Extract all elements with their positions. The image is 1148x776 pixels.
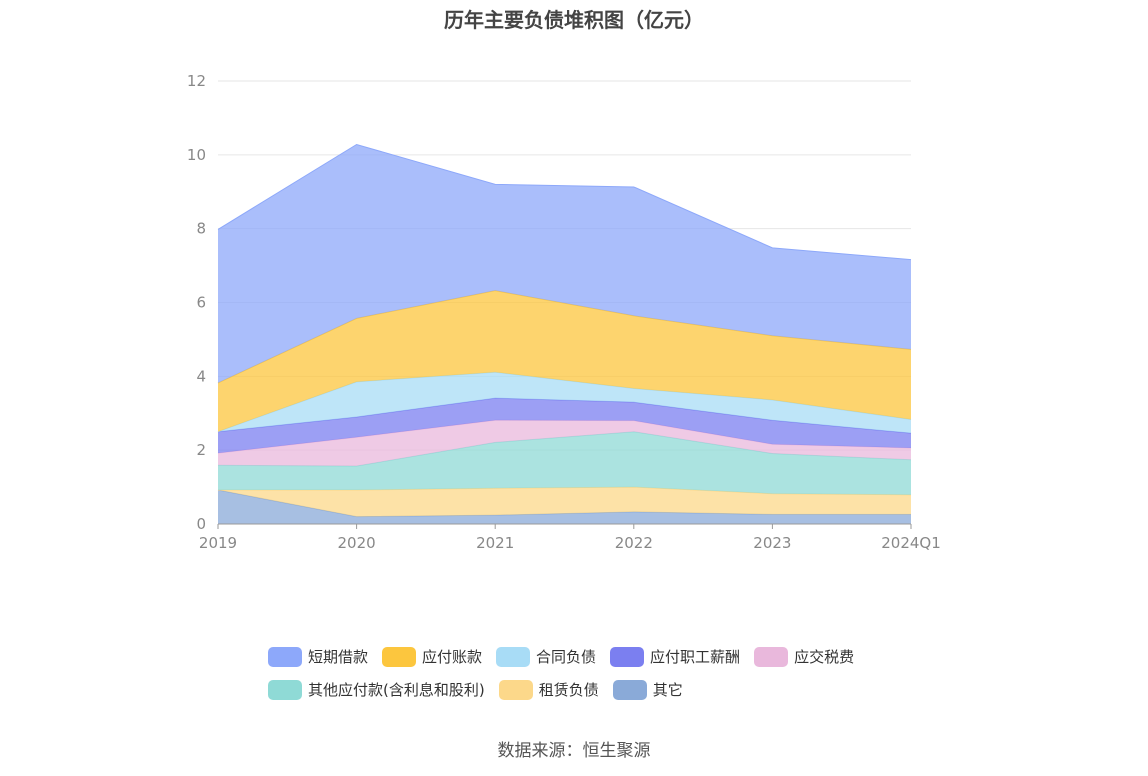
area-series-租赁负债 xyxy=(218,487,911,517)
area-series-其他应付款(含利息和股利) xyxy=(218,431,911,495)
x-tick-label: 2021 xyxy=(476,534,514,552)
area-series-应付账款 xyxy=(218,290,911,432)
area-series-合同负债 xyxy=(218,372,911,434)
legend-item[interactable]: 应付职工薪酬 xyxy=(610,646,740,667)
legend-item[interactable]: 合同负债 xyxy=(496,646,596,667)
area-series xyxy=(217,143,912,524)
y-tick-label: 12 xyxy=(187,72,206,90)
data-source-note: 数据来源：恒生聚源 xyxy=(497,741,651,761)
legend-label: 应交税费 xyxy=(794,648,855,666)
axes: 0 2 4 6 8 10 12 2019 2020 2021 2022 2023 2024Q1 xyxy=(187,72,941,552)
legend-label: 其他应付款(含利息和股利) xyxy=(308,681,485,699)
x-tick-label: 2023 xyxy=(753,534,791,552)
legend-item[interactable]: 其它 xyxy=(612,679,683,700)
legend-swatch xyxy=(496,646,531,667)
legend-swatch xyxy=(382,646,417,667)
area-series-应交税费 xyxy=(218,420,911,467)
y-tick-label: 6 xyxy=(196,294,206,312)
area-series-应付职工薪酬 xyxy=(218,398,911,454)
legend-swatch xyxy=(268,646,302,667)
legend-label: 应付职工薪酬 xyxy=(650,648,741,666)
chart-legend: 短期借款 应付账款 合同负债 应付职工薪酬 应交税费 其他应付款(含利息和股利) 租赁负债… xyxy=(268,640,928,706)
x-tick-label: 2020 xyxy=(338,534,376,552)
legend-item[interactable]: 应交税费 xyxy=(754,646,854,667)
legend-swatch xyxy=(612,679,647,700)
legend-label: 合同负债 xyxy=(536,648,597,666)
x-tick-label: 2019 xyxy=(199,534,237,552)
legend-label: 租赁负债 xyxy=(538,681,599,699)
legend-swatch xyxy=(268,679,302,700)
area-series-其它 xyxy=(218,490,911,524)
legend-swatch xyxy=(498,679,533,700)
legend-label: 短期借款 xyxy=(308,648,369,666)
legend-label: 其它 xyxy=(652,681,683,699)
legend-row: 其他应付款(含利息和股利) 租赁负债 其它 xyxy=(268,673,928,706)
legend-item[interactable]: 租赁负债 xyxy=(498,679,599,700)
area-edge-短期借款 xyxy=(217,143,912,261)
legend-item[interactable]: 其他应付款(含利息和股利) xyxy=(268,679,485,700)
x-tick-label: 2022 xyxy=(615,534,653,552)
area-series-短期借款 xyxy=(218,144,911,383)
y-tick-label: 10 xyxy=(187,146,206,164)
y-tick-label: 8 xyxy=(196,220,206,238)
x-tick-label: 2024Q1 xyxy=(881,534,941,552)
legend-label: 应付账款 xyxy=(422,648,483,666)
y-tick-label: 0 xyxy=(196,515,206,533)
legend-row: 短期借款 应付账款 合同负债 应付职工薪酬 应交税费 xyxy=(268,640,928,673)
y-tick-label: 2 xyxy=(196,441,206,459)
legend-item[interactable]: 应付账款 xyxy=(382,646,482,667)
legend-swatch xyxy=(610,646,645,667)
chart-title: 历年主要负债堆积图（亿元） xyxy=(444,8,704,32)
area-edge-其它 xyxy=(217,489,911,518)
y-tick-label: 4 xyxy=(196,367,206,385)
legend-item[interactable]: 短期借款 xyxy=(268,646,368,667)
legend-swatch xyxy=(754,646,789,667)
